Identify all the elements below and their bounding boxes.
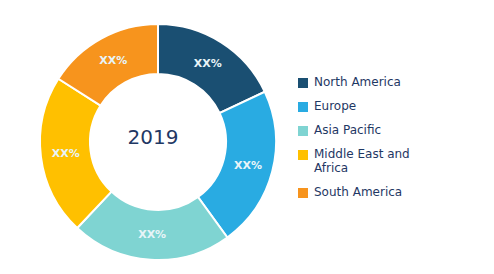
html-text:Asia Pacific: Asia Pacific [314, 123, 382, 137]
html-text:North America: North America [314, 75, 401, 89]
html-text:2019: 2019 [127, 125, 179, 149]
svg-text:XX%: XX% [138, 228, 166, 241]
svg-text:XX%: XX% [99, 54, 127, 67]
html-text:Africa: Africa [314, 161, 349, 175]
html-text:South America: South America [314, 185, 403, 199]
svg-text:XX%: XX% [194, 57, 222, 70]
svg-text:XX%: XX% [52, 147, 80, 160]
html-text:Europe: Europe [314, 99, 357, 113]
html-text:Middle East and: Middle East and [314, 147, 410, 161]
svg-text:XX%: XX% [234, 159, 262, 172]
